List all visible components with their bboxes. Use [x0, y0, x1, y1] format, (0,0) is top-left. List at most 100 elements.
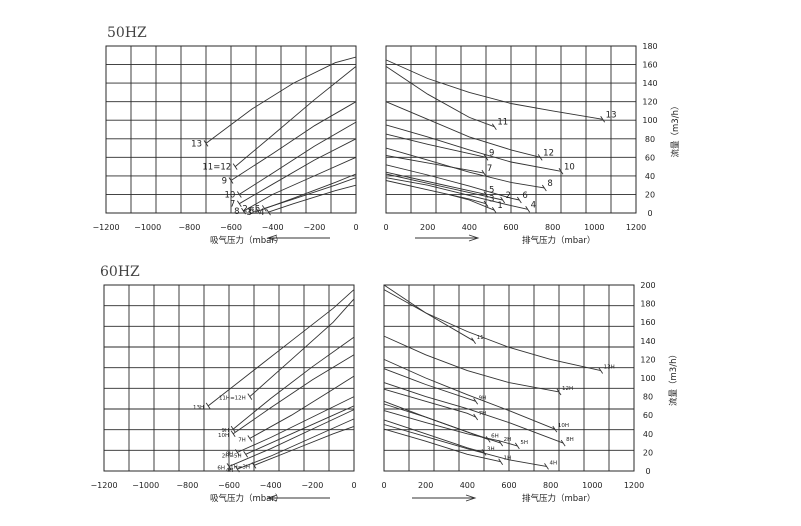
- y-tick-label: 0: [647, 209, 652, 218]
- grid: [385, 45, 637, 214]
- series-end-tick: [243, 451, 249, 458]
- x-tick-label: −200: [303, 223, 325, 232]
- series-end-tick: [537, 154, 543, 161]
- chart-60HZ: 60HZ −1200 −1000 −800 −600 −400 −200 0 吸气压力（mbar…: [90, 264, 679, 504]
- series-line-2: [385, 173, 503, 201]
- series-end-tick: [471, 337, 476, 345]
- series-label-1H: 1H: [504, 456, 512, 462]
- x-tick-label: 800: [545, 223, 560, 232]
- series-label-11=12: 11=12: [202, 163, 231, 173]
- series-end-tick: [473, 413, 479, 421]
- series-label-7H: 7H: [238, 437, 246, 443]
- series-line-11H=12H: [249, 298, 355, 397]
- series-line-9H: [232, 336, 355, 430]
- series-end-tick: [251, 462, 257, 469]
- series-line-7: [239, 138, 357, 205]
- series-end-tick: [261, 205, 267, 212]
- series-label-9: 9: [489, 148, 494, 158]
- series-line-10H: [383, 358, 555, 430]
- series-label-8: 8: [234, 207, 239, 217]
- series-end-tick: [228, 177, 234, 184]
- series-line-9H: [383, 368, 476, 402]
- series-label-2=5: 2=5: [242, 204, 260, 214]
- series-end-tick: [236, 200, 242, 207]
- series-label-12: 12: [543, 148, 554, 158]
- x-tick-label: −1000: [134, 223, 161, 232]
- panel-suction: −1200 −1000 −800 −600 −400 −200 0 吸气压力（mbar） 13H…: [90, 284, 357, 504]
- series-label-4: 4: [531, 200, 536, 210]
- series-line-3H: [383, 419, 485, 453]
- series-end-tick: [232, 163, 238, 170]
- arrow-head: [465, 494, 477, 502]
- panel-suction: −1200 −1000 −800 −600 −400 −200 0 吸气压力（mbar） 13 1…: [92, 45, 359, 246]
- series-line-13: [385, 59, 603, 120]
- y-tick-label: 40: [643, 430, 653, 439]
- plot-frame: [383, 284, 635, 472]
- series-line-1H: [383, 428, 501, 463]
- x-tick-label: 0: [351, 481, 356, 490]
- panel-discharge: 0 200 400 600 800 1000 1200 排气压力（mbar） 0 20 40 60 80…: [383, 42, 681, 246]
- series-line-13H: [207, 289, 355, 407]
- x-tick-label: −400: [262, 223, 284, 232]
- plot-frame: [105, 45, 357, 214]
- series-line-8H: [383, 382, 564, 444]
- series-label-11H=12H: 11H=12H: [219, 396, 246, 402]
- series-end-tick: [541, 184, 547, 192]
- x-tick-label: −1200: [90, 481, 117, 490]
- series-line-12: [385, 101, 541, 158]
- x-tick-label: 600: [503, 223, 518, 232]
- series-label-9H: 9H: [222, 428, 230, 434]
- series-end-tick: [485, 436, 491, 443]
- series-line-6H: [228, 409, 355, 467]
- x-axis-label: 吸气压力（mbar）: [210, 493, 283, 504]
- series-line-7H: [383, 388, 476, 418]
- series-end-tick: [483, 200, 489, 207]
- series-label-6: 6: [522, 191, 527, 201]
- x-tick-label: −600: [220, 223, 242, 232]
- series-line-13H: [383, 289, 601, 372]
- series-line-10: [385, 124, 562, 172]
- series-label-2: 2: [506, 191, 511, 201]
- x-tick-label: 1000: [582, 481, 602, 490]
- series-end-tick: [481, 169, 487, 177]
- chart-50HZ: 50HZ −1200 −1000 −800 −600 −400 −200 0 吸气压力（mbar…: [92, 25, 681, 246]
- series-end-tick: [498, 458, 504, 465]
- x-tick-label: 400: [460, 481, 475, 490]
- series-line-2H: [383, 400, 501, 444]
- x-tick-label: 0: [383, 223, 388, 232]
- grid: [103, 284, 355, 472]
- series-label-10H: 10H: [558, 423, 569, 429]
- x-tick-label: −200: [301, 481, 323, 490]
- series-label-1H=3H: 1H=3H: [230, 464, 250, 470]
- series-line-4: [385, 177, 528, 210]
- series-end-tick: [556, 388, 562, 396]
- x-tick-label: −1000: [132, 481, 159, 490]
- x-tick-label: 1200: [626, 223, 646, 232]
- series-line-6: [385, 164, 520, 201]
- y-tick-label: 120: [642, 98, 657, 107]
- y-tick-label: 60: [645, 153, 655, 162]
- series-line-7: [385, 155, 484, 174]
- chart-title: 50HZ: [107, 25, 147, 41]
- series-line-11: [385, 66, 495, 128]
- series-end-tick: [234, 449, 240, 456]
- series-label-8H: 8H: [226, 451, 234, 457]
- series-line-10H: [232, 354, 355, 435]
- x-tick-label: 600: [501, 481, 516, 490]
- series-label-5: 5: [489, 185, 494, 195]
- plot-frame: [385, 45, 637, 214]
- series-end-tick: [598, 367, 604, 374]
- series-end-tick: [234, 465, 240, 473]
- y-axis-label: 流量（m3/h）: [668, 350, 679, 406]
- y-tick-label: 140: [642, 79, 657, 88]
- arrow-head: [468, 234, 480, 242]
- series-label-3: 3: [489, 195, 494, 205]
- y-tick-label: 20: [645, 190, 655, 199]
- x-axis-label: 吸气压力（mbar）: [210, 235, 283, 246]
- series-label-2H=5H: 2H=5H: [222, 453, 242, 459]
- series-end-tick: [473, 398, 479, 405]
- series-label-9: 9: [222, 177, 227, 187]
- y-tick-label: 160: [640, 318, 655, 327]
- series-label-13H: 13H: [604, 365, 615, 371]
- series-label-10: 10: [564, 162, 575, 172]
